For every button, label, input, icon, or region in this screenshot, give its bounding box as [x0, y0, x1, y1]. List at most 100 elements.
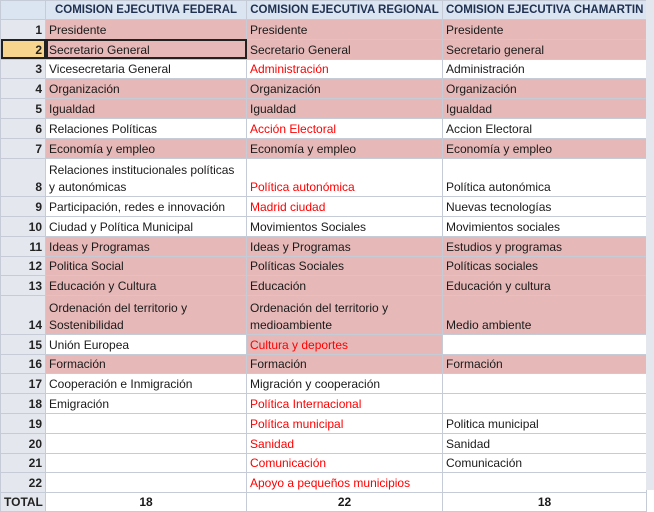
cell: Comunicación	[442, 452, 647, 474]
row-number: 22	[0, 472, 46, 494]
cell: Política autonómica	[246, 157, 443, 198]
cell: Politica Social	[45, 255, 247, 277]
total-value: 18	[45, 492, 247, 512]
header-row: COMISION EJECUTIVA FEDERAL COMISION EJECU…	[0, 0, 647, 20]
cell: Ideas y Programas	[246, 235, 443, 257]
cell	[442, 333, 647, 355]
row-number: 20	[0, 432, 46, 454]
row-number: 2	[0, 38, 46, 60]
cell: Movimientos sociales	[442, 215, 647, 237]
row: 17 Cooperación e Inmigración Migración y c…	[0, 373, 647, 395]
column-header: COMISION EJECUTIVA CHAMARTIN	[442, 0, 647, 20]
cell: Presidente	[45, 19, 247, 40]
column-header: COMISION EJECUTIVA REGIONAL	[246, 0, 443, 20]
row-number: 8	[0, 157, 46, 198]
cell: Educación y Cultura	[45, 275, 247, 297]
cell: Relaciones institucionales políticas y a…	[45, 157, 247, 198]
total-value: 22	[246, 492, 443, 512]
row-number: 13	[0, 275, 46, 297]
cell: Madrid ciudad	[246, 196, 443, 217]
column-header: COMISION EJECUTIVA FEDERAL	[45, 0, 247, 20]
row-number: 17	[0, 373, 46, 395]
row: 8 Relaciones institucionales políticas y …	[0, 157, 647, 198]
cell: Migración y cooperación	[246, 373, 443, 395]
corner	[0, 0, 46, 20]
cell: Política Internacional	[246, 393, 443, 414]
cell: Politica municipal	[442, 412, 647, 434]
total-label: TOTAL	[0, 492, 46, 512]
cell: Educación y cultura	[442, 275, 647, 297]
cell: Relaciones Políticas	[45, 117, 247, 139]
row-number: 14	[0, 295, 46, 335]
cell	[45, 452, 247, 474]
row: 9 Participación, redes e innovación Madrid…	[0, 196, 647, 217]
row-number: 10	[0, 215, 46, 237]
row: 18 Emigración Política Internacional	[0, 393, 647, 414]
cell: Cultura y deportes	[246, 333, 443, 355]
row: 6 Relaciones Políticas Acción Electoral Acc…	[0, 117, 647, 139]
row: 20 Sanidad Sanidad	[0, 432, 647, 454]
cell: Política municipal	[246, 412, 443, 434]
cell: Organización	[45, 78, 247, 100]
cell: Participación, redes e innovación	[45, 196, 247, 217]
row-number: 15	[0, 333, 46, 355]
cell: Movimientos Sociales	[246, 215, 443, 237]
cell: Educación	[246, 275, 443, 297]
row: 14 Ordenación del territorio y Sostenibil…	[0, 295, 647, 335]
cell: Nuevas tecnologías	[442, 196, 647, 217]
row-number: 5	[0, 98, 46, 119]
cell: Organización	[246, 78, 443, 100]
row-number: 19	[0, 412, 46, 434]
cell: Medio ambiente	[442, 295, 647, 335]
cell: Políticas sociales	[442, 255, 647, 277]
cell: Organización	[442, 78, 647, 100]
row: 16 Formación Formación Formación	[0, 353, 647, 375]
cell	[45, 432, 247, 454]
cell: Cooperación e Inmigración	[45, 373, 247, 395]
cell	[442, 373, 647, 395]
cell: Vicesecretaria General	[45, 58, 247, 80]
row-number: 4	[0, 78, 46, 100]
row: 2 Secretario General Secretario General Sec…	[0, 38, 647, 60]
row: 21 Comunicación Comunicación	[0, 452, 647, 474]
row-number: 18	[0, 393, 46, 414]
row-number: 6	[0, 117, 46, 139]
cell	[45, 412, 247, 434]
cell: Política autonómica	[442, 157, 647, 198]
cell: Acción Electoral	[246, 117, 443, 139]
row: 5 Igualdad Igualdad Igualdad	[0, 98, 647, 119]
cell: Economía y empleo	[246, 137, 443, 159]
cell: Unión Europea	[45, 333, 247, 355]
row: 15 Unión Europea Cultura y deportes	[0, 333, 647, 355]
cell: Presidente	[442, 19, 647, 40]
row-number: 7	[0, 137, 46, 159]
row: 13 Educación y Cultura Educación Educación …	[0, 275, 647, 297]
scroll-edge	[646, 0, 654, 490]
row: 1 Presidente Presidente Presidente	[0, 19, 647, 40]
cell: Ideas y Programas	[45, 235, 247, 257]
cell	[442, 393, 647, 414]
cell: Presidente	[246, 19, 443, 40]
cell: Administración	[246, 58, 443, 80]
cell: Igualdad	[45, 98, 247, 119]
row-number: 1	[0, 19, 46, 40]
cell: Sanidad	[442, 432, 647, 454]
cell: Economía y empleo	[45, 137, 247, 159]
cell: Economía y empleo	[442, 137, 647, 159]
cell: Formación	[246, 353, 443, 375]
cell: Ordenación del territorio y medioambient…	[246, 295, 443, 335]
cell: Sanidad	[246, 432, 443, 454]
total-row: TOTAL 18 22 18	[0, 492, 647, 512]
row: 4 Organización Organización Organización	[0, 78, 647, 100]
cell: Secretario general	[442, 38, 647, 60]
cell: Ordenación del territorio y Sostenibilid…	[45, 295, 247, 335]
cell[interactable]: Secretario General	[45, 38, 247, 60]
row: 10 Ciudad y Política Municipal Movimientos…	[0, 215, 647, 237]
cell: Formación	[45, 353, 247, 375]
cell: Secretario General	[246, 38, 443, 60]
cell: Formación	[442, 353, 647, 375]
total-value: 18	[442, 492, 647, 512]
row: 11 Ideas y Programas Ideas y Programas Estu…	[0, 235, 647, 257]
